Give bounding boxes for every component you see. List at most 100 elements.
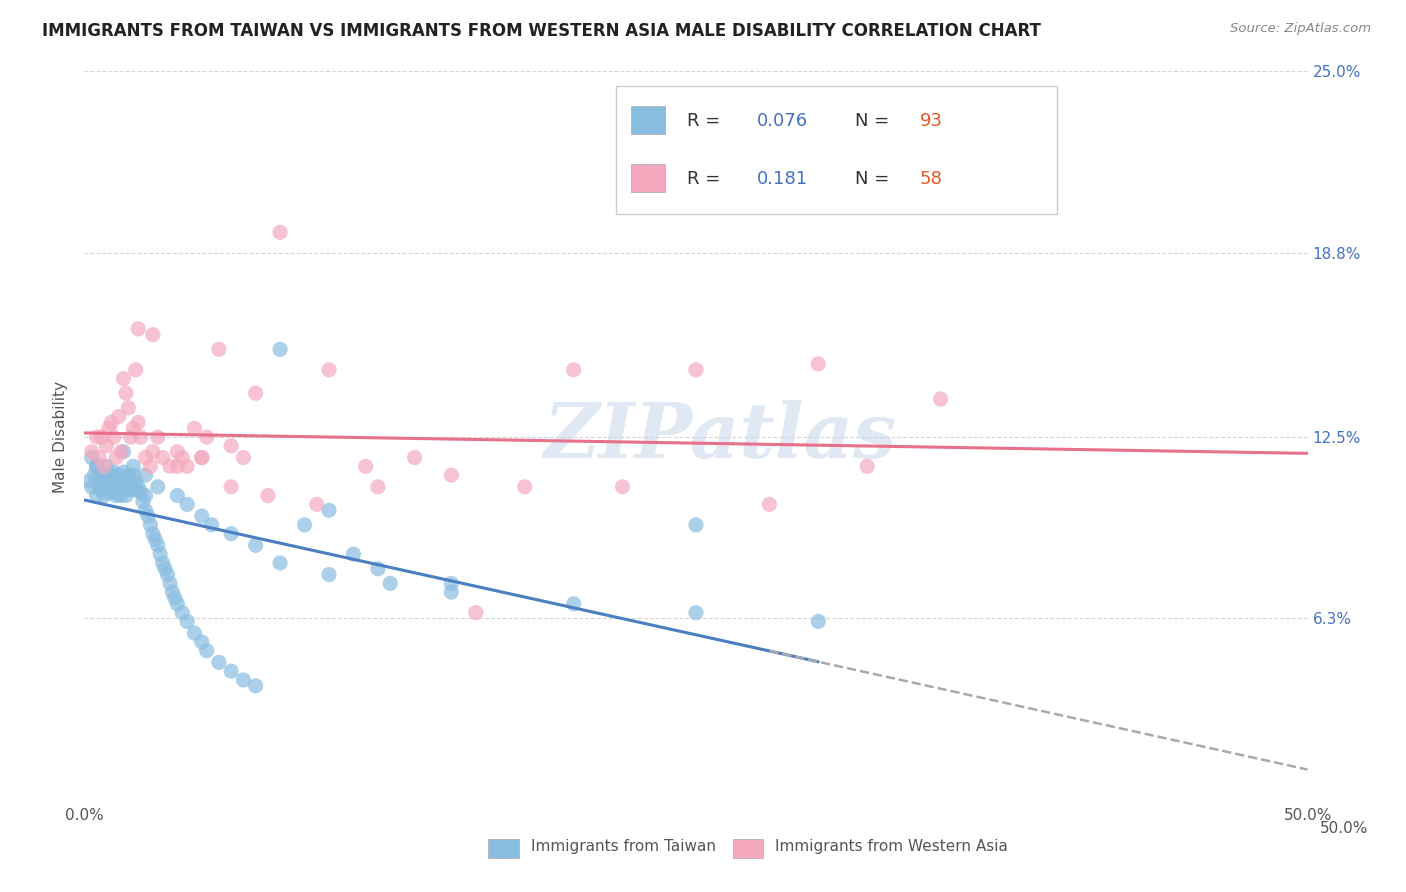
Point [232, 673, 254, 687]
Point [127, 480, 149, 494]
Point [97, 485, 120, 500]
Point [139, 459, 162, 474]
Point [122, 480, 145, 494]
Point [318, 503, 340, 517]
Point [195, 643, 218, 657]
Point [117, 401, 139, 415]
Point [269, 225, 291, 239]
Point [440, 576, 463, 591]
Point [200, 517, 222, 532]
Point [380, 576, 402, 591]
Point [135, 489, 157, 503]
Bar [733, 839, 763, 858]
Point [97, 474, 120, 488]
Point [100, 468, 122, 483]
Point [159, 459, 181, 474]
Point [152, 556, 174, 570]
Text: 0.076: 0.076 [758, 112, 808, 129]
FancyBboxPatch shape [616, 86, 1057, 214]
Point [122, 468, 145, 483]
Point [305, 497, 328, 511]
Point [112, 371, 135, 385]
Point [112, 465, 135, 479]
Point [342, 547, 364, 561]
Point [100, 416, 122, 430]
Point [136, 509, 159, 524]
Point [176, 615, 198, 629]
Point [172, 606, 194, 620]
Point [90, 468, 112, 483]
Point [807, 357, 830, 371]
Point [97, 421, 120, 435]
Point [245, 386, 267, 401]
Point [80, 450, 103, 465]
Point [93, 468, 115, 483]
Point [191, 635, 214, 649]
Point [685, 363, 707, 377]
Point [105, 485, 128, 500]
Point [269, 343, 291, 357]
Point [269, 556, 291, 570]
Point [245, 538, 267, 552]
Point [142, 327, 165, 342]
Point [464, 606, 486, 620]
Point [172, 450, 194, 465]
Text: ZIPatlas: ZIPatlas [544, 401, 897, 474]
Text: N =: N = [855, 112, 896, 129]
Point [166, 597, 188, 611]
Point [103, 483, 125, 497]
Point [318, 567, 340, 582]
Point [115, 474, 138, 488]
Point [110, 474, 132, 488]
Point [183, 421, 205, 435]
Point [100, 480, 122, 494]
Bar [631, 106, 665, 134]
Point [245, 679, 267, 693]
Point [90, 483, 112, 497]
Point [191, 509, 214, 524]
Point [208, 656, 231, 670]
Point [107, 480, 129, 494]
Point [96, 459, 118, 474]
Point [143, 533, 166, 547]
Point [219, 439, 242, 453]
Point [166, 489, 188, 503]
Point [685, 517, 707, 532]
Point [612, 480, 634, 494]
Bar [631, 164, 665, 192]
Point [440, 468, 463, 483]
Point [162, 585, 184, 599]
Point [195, 430, 218, 444]
Point [135, 468, 157, 483]
Text: 50.0%: 50.0% [1320, 821, 1368, 836]
Point [127, 322, 149, 336]
Bar [488, 839, 519, 858]
Point [513, 480, 536, 494]
Point [80, 480, 103, 494]
Point [86, 430, 108, 444]
Point [125, 483, 148, 497]
Point [191, 450, 214, 465]
Point [129, 485, 152, 500]
Point [80, 444, 103, 458]
Point [440, 585, 463, 599]
Point [117, 468, 139, 483]
Point [97, 480, 120, 494]
Point [232, 450, 254, 465]
Point [318, 363, 340, 377]
Point [856, 459, 879, 474]
Point [122, 459, 145, 474]
Point [176, 459, 198, 474]
Point [758, 497, 780, 511]
Text: 93: 93 [920, 112, 943, 129]
Point [153, 562, 176, 576]
Text: 0.181: 0.181 [758, 170, 808, 188]
Point [219, 480, 242, 494]
Point [112, 444, 135, 458]
Point [685, 606, 707, 620]
Point [142, 526, 165, 541]
Point [166, 444, 188, 458]
Point [404, 450, 426, 465]
Point [87, 465, 110, 479]
Point [354, 459, 377, 474]
